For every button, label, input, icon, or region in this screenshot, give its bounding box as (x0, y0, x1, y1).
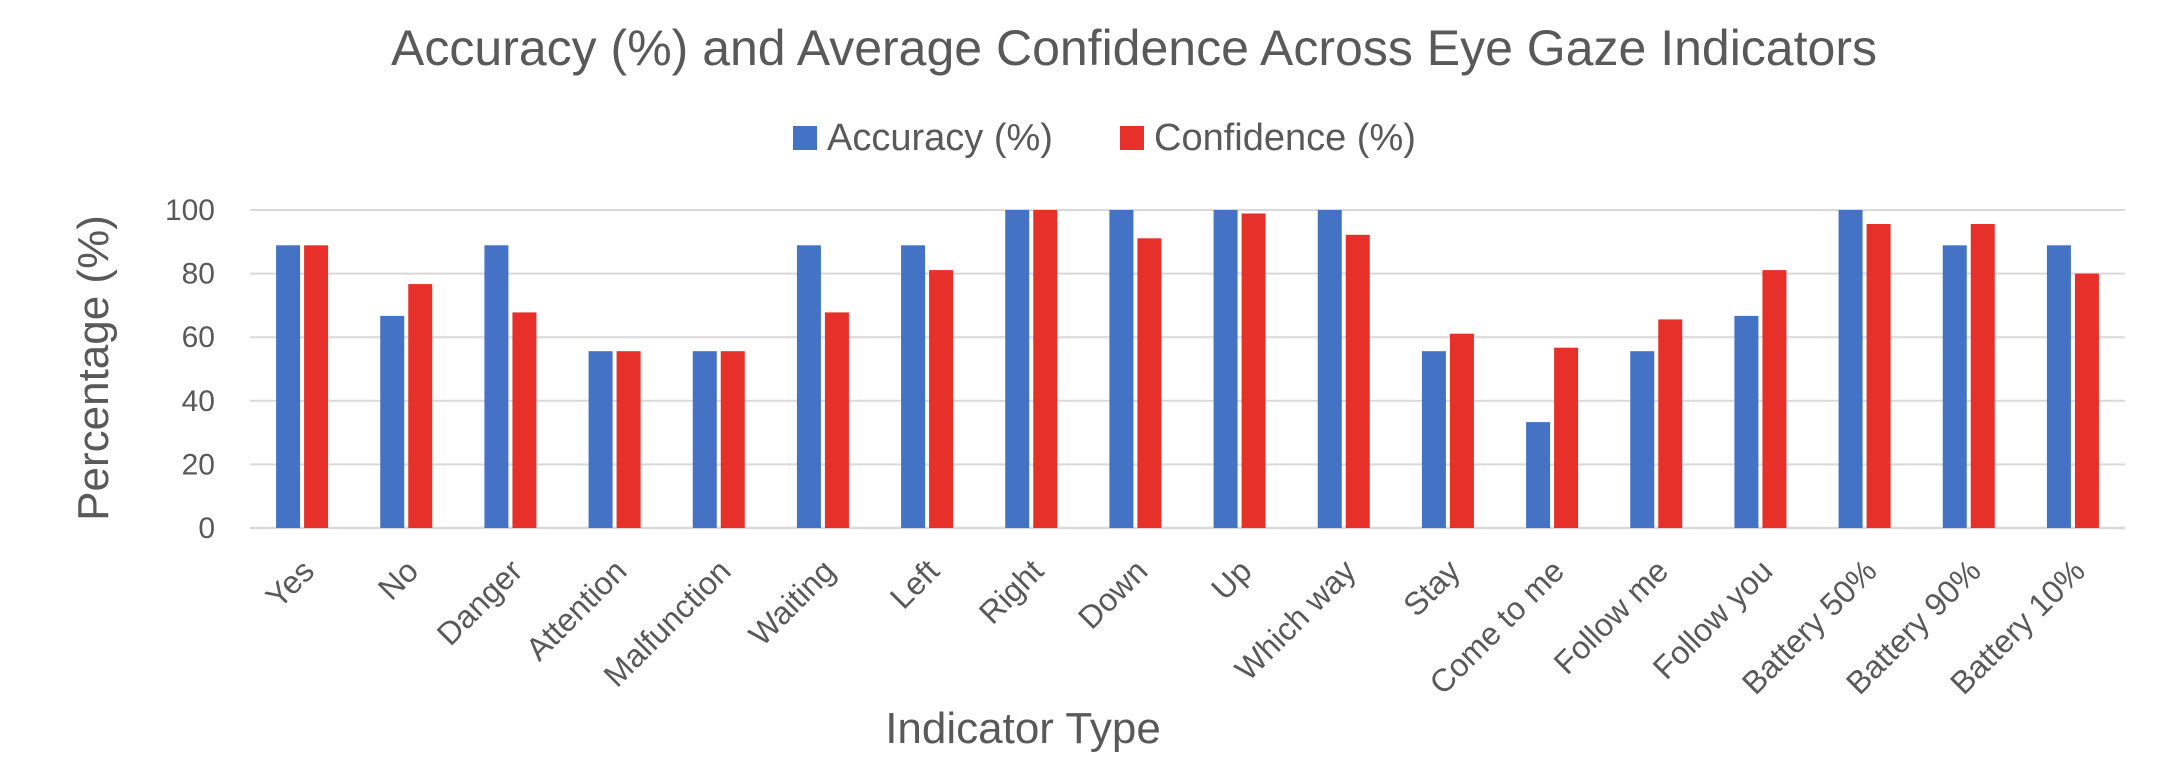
bar-accuracy-2 (484, 245, 509, 528)
bar-accuracy-4 (692, 351, 717, 528)
bar-confidence-13 (1658, 319, 1683, 528)
legend-swatch-confidence (1120, 126, 1144, 150)
x-tick-label: Left (883, 552, 946, 615)
x-tick-label: Up (1204, 552, 1258, 606)
bar-confidence-10 (1345, 234, 1370, 528)
bar-accuracy-5 (796, 245, 821, 528)
x-tick-label: Waiting (742, 552, 842, 652)
bar-accuracy-16 (1942, 245, 1967, 528)
bar-confidence-14 (1762, 270, 1787, 528)
y-tick-label: 40 (182, 385, 215, 418)
y-axis-title: Percentage (%) (69, 215, 118, 521)
bar-confidence-2 (512, 312, 537, 528)
bar-accuracy-13 (1630, 351, 1655, 528)
grid-lines (250, 209, 2125, 530)
bar-confidence-17 (2074, 273, 2099, 528)
bar-confidence-4 (720, 351, 745, 528)
bar-confidence-5 (824, 312, 849, 528)
y-tick-label: 20 (182, 448, 215, 481)
bar-accuracy-12 (1526, 422, 1551, 528)
bars (276, 210, 2099, 529)
x-tick-label: Down (1071, 552, 1154, 635)
bar-accuracy-14 (1734, 315, 1759, 528)
bar-confidence-3 (616, 351, 641, 528)
y-tick-label: 60 (182, 321, 215, 354)
bar-confidence-12 (1554, 347, 1579, 528)
chart-title: Accuracy (%) and Average Confidence Acro… (391, 20, 1877, 76)
x-tick-label: No (371, 552, 425, 606)
bar-accuracy-9 (1213, 210, 1238, 528)
bar-confidence-6 (929, 270, 954, 528)
legend-swatch-accuracy (793, 126, 817, 150)
x-tick-label: Yes (259, 552, 321, 614)
bar-confidence-1 (408, 284, 433, 528)
bar-confidence-16 (1970, 223, 1995, 528)
y-tick-label: 80 (182, 258, 215, 291)
bar-confidence-15 (1866, 223, 1891, 528)
bar-accuracy-15 (1838, 210, 1863, 528)
x-tick-label: Right (972, 552, 1050, 630)
bar-accuracy-7 (1005, 210, 1030, 528)
bar-accuracy-8 (1109, 210, 1134, 528)
bar-confidence-11 (1449, 333, 1474, 528)
bar-accuracy-0 (276, 245, 301, 528)
x-tick-label: Danger (430, 552, 530, 652)
bar-confidence-0 (304, 245, 329, 528)
bar-confidence-8 (1137, 238, 1162, 528)
y-tick-label: 100 (165, 194, 215, 227)
bar-accuracy-6 (901, 245, 926, 528)
legend-label-accuracy: Accuracy (%) (827, 117, 1053, 159)
bar-accuracy-10 (1317, 210, 1342, 528)
x-tick-label: Stay (1396, 552, 1467, 623)
bar-accuracy-3 (588, 351, 613, 528)
bar-confidence-9 (1241, 213, 1266, 529)
legend: Accuracy (%) Confidence (%) (793, 117, 1416, 159)
bar-accuracy-17 (2046, 245, 2071, 528)
y-tick-labels: 0 20 40 60 80 100 (165, 194, 215, 545)
bar-accuracy-1 (380, 315, 405, 528)
bar-accuracy-11 (1421, 351, 1446, 528)
legend-label-confidence: Confidence (%) (1154, 117, 1416, 159)
bar-confidence-7 (1033, 210, 1058, 528)
x-axis-title: Indicator Type (885, 704, 1161, 753)
y-tick-label: 0 (198, 512, 215, 545)
